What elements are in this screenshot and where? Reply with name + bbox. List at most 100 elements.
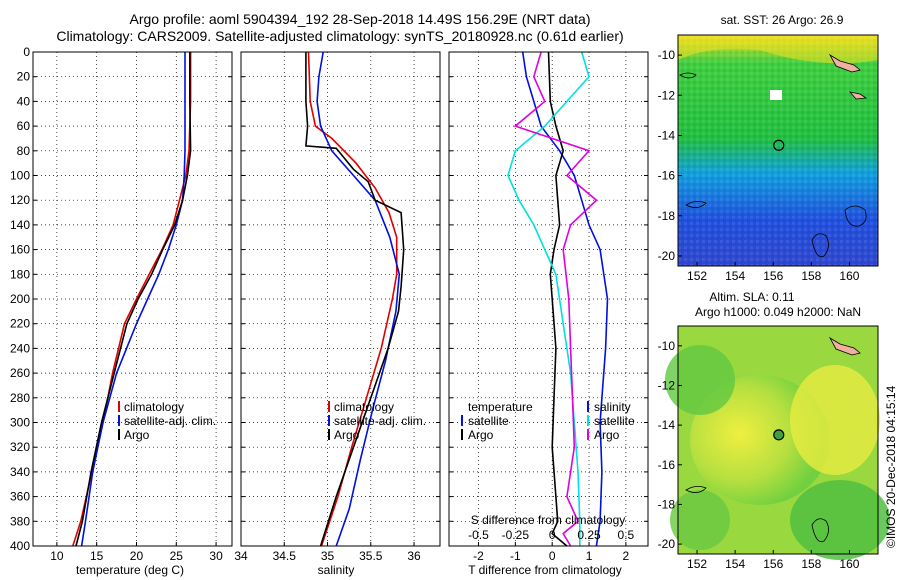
map-y-tick-label: -16 <box>658 169 676 183</box>
map-y-tick-label: -18 <box>658 209 676 223</box>
x-tick-label: 36 <box>407 549 421 563</box>
sla-map: Altim. SLA: 0.11 Argo h1000: 0.049 h2000… <box>658 290 890 571</box>
argo-location-marker <box>773 139 785 151</box>
series-line-s-argo <box>513 51 598 547</box>
sst-contour <box>679 72 697 79</box>
salinity-panel: 34 34.5 35 35.5 36 salinity climatology sate… <box>234 51 441 577</box>
x2-tick-label: 0 <box>549 528 556 542</box>
y-tick-label: 140 <box>10 218 30 232</box>
sla-low-region <box>665 345 735 415</box>
map-y-tick-label: -20 <box>658 249 676 263</box>
temperature-xlabel: temperature (deg C) <box>76 563 184 577</box>
map-y-tick-label: -16 <box>658 458 676 472</box>
legend-argo: Argo <box>124 428 150 442</box>
imos-credit: ©IMOS 20-Dec-2018 04:15:14 <box>884 385 898 548</box>
sla-high-region <box>790 365 880 475</box>
argo-location-marker <box>773 429 785 441</box>
sla-map-frame <box>677 325 879 555</box>
sla-low-region <box>670 490 730 550</box>
sla-map-title-line2: Argo h1000: 0.049 h2000: NaN <box>695 305 861 319</box>
x2-tick-label: 0.5 <box>618 528 635 542</box>
difference-frame <box>448 51 649 547</box>
sst-contour <box>811 233 829 258</box>
series-line-satellite-adj-clim- <box>316 51 401 547</box>
y-tick-label: 300 <box>10 416 30 430</box>
legend-satellite: satellite-adj. clim. <box>334 414 426 428</box>
legend-salinity: salinity <box>594 400 631 414</box>
map-x-tick-label: 154 <box>725 269 745 283</box>
x-tick-label: 30 <box>209 549 223 563</box>
y-tick-label: 0 <box>23 45 30 59</box>
x-tick-label: -2 <box>473 549 484 563</box>
y-tick-label: 40 <box>17 94 31 108</box>
x-tick-label: -1 <box>510 549 521 563</box>
y-tick-label: 160 <box>10 243 30 257</box>
sst-map: sat. SST: 26 Argo: 26.9 152 154 156 158 160 -… <box>658 13 879 283</box>
x-tick-label: 35.5 <box>359 549 383 563</box>
temperature-legend: climatology satellite-adj. clim. Argo <box>118 400 216 442</box>
x-tick-label: 25 <box>170 549 184 563</box>
y-tick-label: 340 <box>10 465 30 479</box>
sst-map-frame <box>677 34 879 267</box>
series-line-climatology <box>307 51 398 547</box>
x-tick-label: 1 <box>586 549 593 563</box>
map-y-tick-label: -12 <box>658 378 676 392</box>
y-tick-label: 100 <box>10 169 30 183</box>
difference-x2label: S difference from climatology <box>471 513 626 527</box>
y-tick-label: 200 <box>10 292 30 306</box>
sst-island <box>828 53 861 73</box>
sla-contour <box>685 486 707 493</box>
map-y-tick-label: -20 <box>658 537 676 551</box>
sla-island <box>828 336 861 356</box>
temperature-panel: 0 20 40 60 80 100 120 140 160 180 200 220 240 260 280 3… <box>10 45 233 577</box>
figure-title-line1: Argo profile: aoml 5904394_192 28-Sep-20… <box>129 11 590 27</box>
map-x-tick-label: 158 <box>801 269 821 283</box>
map-x-tick-label: 156 <box>763 557 783 571</box>
legend-t-argo: Argo <box>468 428 494 442</box>
series-line-satellite-adj-clim- <box>80 52 186 547</box>
salinity-xlabel: salinity <box>318 563 355 577</box>
y-tick-label: 220 <box>10 317 30 331</box>
legend-climatology: climatology <box>334 400 394 414</box>
y-tick-label: 80 <box>17 144 31 158</box>
map-y-tick-label: -10 <box>658 339 676 353</box>
difference-legend-right: salinity satellite Argo <box>587 400 635 442</box>
map-x-tick-label: 154 <box>725 557 745 571</box>
x-tick-label: 35 <box>321 549 335 563</box>
map-x-tick-label: 160 <box>839 557 859 571</box>
map-y-tick-label: -14 <box>658 128 676 142</box>
map-x-tick-label: 158 <box>801 557 821 571</box>
x-tick-label: 2 <box>623 549 630 563</box>
x2-tick-label: 0.25 <box>577 528 601 542</box>
x-tick-label: 15 <box>90 549 104 563</box>
map-y-tick-label: -10 <box>658 48 676 62</box>
x-tick-label: 20 <box>130 549 144 563</box>
series-line-argo <box>75 52 192 547</box>
salinity-legend: climatology satellite-adj. clim. Argo <box>328 400 426 442</box>
legend-t-satellite: satellite <box>468 414 509 428</box>
map-x-tick-label: 156 <box>763 269 783 283</box>
series-line-t-satellite <box>521 51 609 547</box>
map-y-tick-label: -12 <box>658 88 676 102</box>
figure-title-line2: Climatology: CARS2009. Satellite-adjuste… <box>56 28 623 44</box>
legend-s-satellite: satellite <box>594 414 635 428</box>
y-tick-label: 400 <box>10 539 30 553</box>
x2-tick-label: -0.5 <box>468 528 489 542</box>
difference-panel: -2 -1 0 1 2 T difference from climatology S … <box>448 51 649 577</box>
x-tick-label: 34 <box>234 549 248 563</box>
y-tick-label: 20 <box>17 70 31 84</box>
legend-temperature: temperature <box>468 400 533 414</box>
sst-map-title: sat. SST: 26 Argo: 26.9 <box>721 13 844 27</box>
y-tick-label: 360 <box>10 490 30 504</box>
salinity-frame <box>240 51 441 547</box>
difference-legend-left: temperature satellite Argo <box>461 400 533 442</box>
x-tick-label: 0 <box>549 549 556 563</box>
map-y-tick-label: -14 <box>658 418 676 432</box>
sst-island <box>848 91 868 100</box>
x2-tick-label: -0.25 <box>502 528 530 542</box>
y-tick-label: 320 <box>10 440 30 454</box>
map-x-tick-label: 152 <box>687 557 707 571</box>
x-tick-label: 34.5 <box>273 549 297 563</box>
y-tick-label: 180 <box>10 267 30 281</box>
